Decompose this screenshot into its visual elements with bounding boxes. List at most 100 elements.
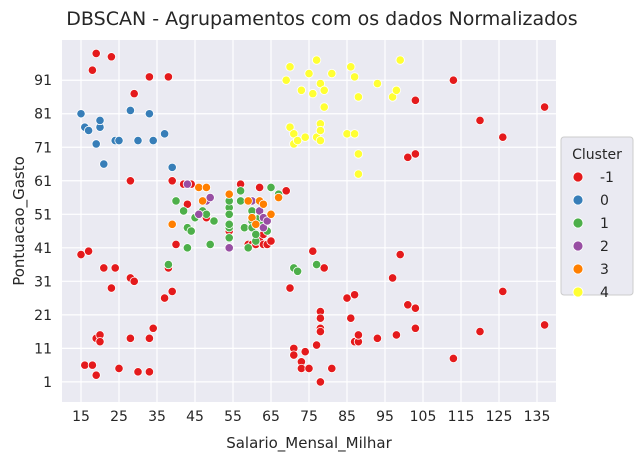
data-point bbox=[251, 219, 261, 229]
data-point bbox=[163, 259, 173, 270]
data-point bbox=[106, 52, 117, 62]
data-point bbox=[167, 162, 177, 172]
y-tick-label: 61 bbox=[34, 174, 52, 190]
data-point bbox=[475, 327, 485, 337]
data-point bbox=[395, 55, 405, 65]
y-tick-label: 41 bbox=[34, 241, 52, 257]
x-tick-label: 25 bbox=[110, 409, 128, 425]
legend-marker bbox=[572, 286, 584, 298]
data-point bbox=[160, 129, 170, 139]
data-point bbox=[342, 293, 352, 303]
data-point bbox=[410, 95, 420, 105]
data-point bbox=[114, 363, 124, 374]
data-point bbox=[403, 300, 413, 310]
x-tick-label: 95 bbox=[376, 409, 394, 425]
data-point bbox=[224, 243, 234, 253]
legend-label: -1 bbox=[600, 170, 614, 186]
data-point bbox=[372, 78, 382, 89]
data-point bbox=[296, 85, 306, 95]
legend-marker bbox=[572, 263, 584, 275]
data-point bbox=[349, 290, 360, 300]
data-point bbox=[160, 293, 170, 303]
y-tick-label: 31 bbox=[34, 274, 52, 290]
data-point bbox=[84, 246, 94, 256]
data-point bbox=[353, 92, 363, 102]
data-point bbox=[91, 370, 101, 380]
y-tick-label: 21 bbox=[34, 308, 52, 324]
data-point bbox=[410, 149, 420, 159]
data-point bbox=[296, 363, 306, 374]
data-point bbox=[410, 303, 420, 313]
data-point bbox=[353, 169, 363, 179]
data-point bbox=[498, 286, 508, 296]
data-point bbox=[167, 286, 177, 296]
data-point bbox=[224, 233, 234, 243]
data-point bbox=[95, 337, 105, 347]
data-point bbox=[319, 102, 329, 112]
data-point bbox=[95, 115, 105, 126]
data-point bbox=[308, 89, 318, 99]
data-point bbox=[387, 273, 398, 283]
data-point bbox=[182, 243, 192, 253]
data-point bbox=[539, 320, 550, 330]
data-point bbox=[87, 360, 98, 370]
x-tick-label: 135 bbox=[524, 409, 551, 425]
legend-label: 0 bbox=[600, 193, 609, 209]
data-point bbox=[304, 363, 314, 374]
data-point bbox=[304, 68, 314, 79]
data-point bbox=[258, 199, 268, 209]
x-tick-label: 35 bbox=[148, 409, 166, 425]
data-point bbox=[144, 367, 154, 377]
y-tick-label: 51 bbox=[34, 207, 52, 223]
data-point bbox=[315, 135, 325, 146]
data-point bbox=[315, 125, 325, 136]
data-point bbox=[114, 135, 124, 146]
data-point bbox=[80, 360, 90, 370]
x-tick-label: 85 bbox=[338, 409, 356, 425]
x-tick-label: 125 bbox=[486, 409, 513, 425]
data-point bbox=[171, 196, 181, 206]
data-point bbox=[236, 196, 246, 206]
data-point bbox=[110, 263, 120, 273]
data-point bbox=[346, 313, 356, 323]
data-point bbox=[289, 350, 299, 360]
x-tick-label: 115 bbox=[448, 409, 475, 425]
data-point bbox=[255, 182, 265, 193]
data-point bbox=[353, 330, 363, 340]
data-point bbox=[475, 115, 485, 126]
data-point bbox=[266, 236, 276, 246]
data-point bbox=[125, 333, 135, 343]
x-tick-label: 15 bbox=[72, 409, 90, 425]
y-tick-label: 1 bbox=[43, 375, 52, 391]
data-point bbox=[205, 192, 215, 203]
data-point bbox=[315, 377, 325, 387]
data-point bbox=[76, 109, 86, 119]
data-point bbox=[353, 149, 363, 159]
data-point bbox=[76, 249, 86, 260]
data-point bbox=[327, 363, 337, 374]
data-point bbox=[205, 239, 215, 250]
data-point bbox=[311, 55, 322, 65]
data-point bbox=[224, 219, 234, 229]
data-point bbox=[410, 323, 420, 333]
data-point bbox=[201, 182, 211, 193]
data-point bbox=[285, 62, 295, 72]
x-tick-label: 55 bbox=[224, 409, 242, 425]
data-point bbox=[179, 206, 189, 216]
data-point bbox=[133, 367, 143, 377]
data-point bbox=[285, 283, 295, 293]
data-point bbox=[182, 179, 192, 189]
y-tick-label: 81 bbox=[34, 107, 52, 123]
data-point bbox=[292, 135, 303, 146]
data-point bbox=[448, 75, 458, 85]
data-point bbox=[346, 62, 356, 72]
data-point bbox=[198, 196, 208, 206]
chart-title: DBSCAN - Agrupamentos com os dados Norma… bbox=[66, 8, 577, 30]
data-point bbox=[300, 347, 310, 357]
data-point bbox=[243, 196, 253, 206]
data-point bbox=[391, 330, 401, 340]
legend-label: 2 bbox=[600, 239, 609, 255]
data-point bbox=[129, 276, 139, 286]
data-point bbox=[87, 65, 98, 75]
